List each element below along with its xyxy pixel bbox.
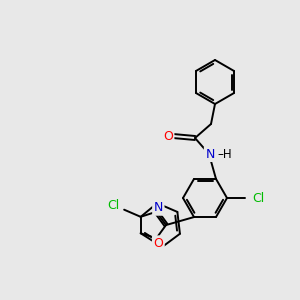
Text: Cl: Cl <box>107 199 119 212</box>
Text: O: O <box>153 237 163 250</box>
Text: Cl: Cl <box>252 191 264 205</box>
Text: N: N <box>154 201 163 214</box>
Text: N: N <box>205 148 215 160</box>
Text: –H: –H <box>217 148 232 160</box>
Text: O: O <box>163 130 173 142</box>
